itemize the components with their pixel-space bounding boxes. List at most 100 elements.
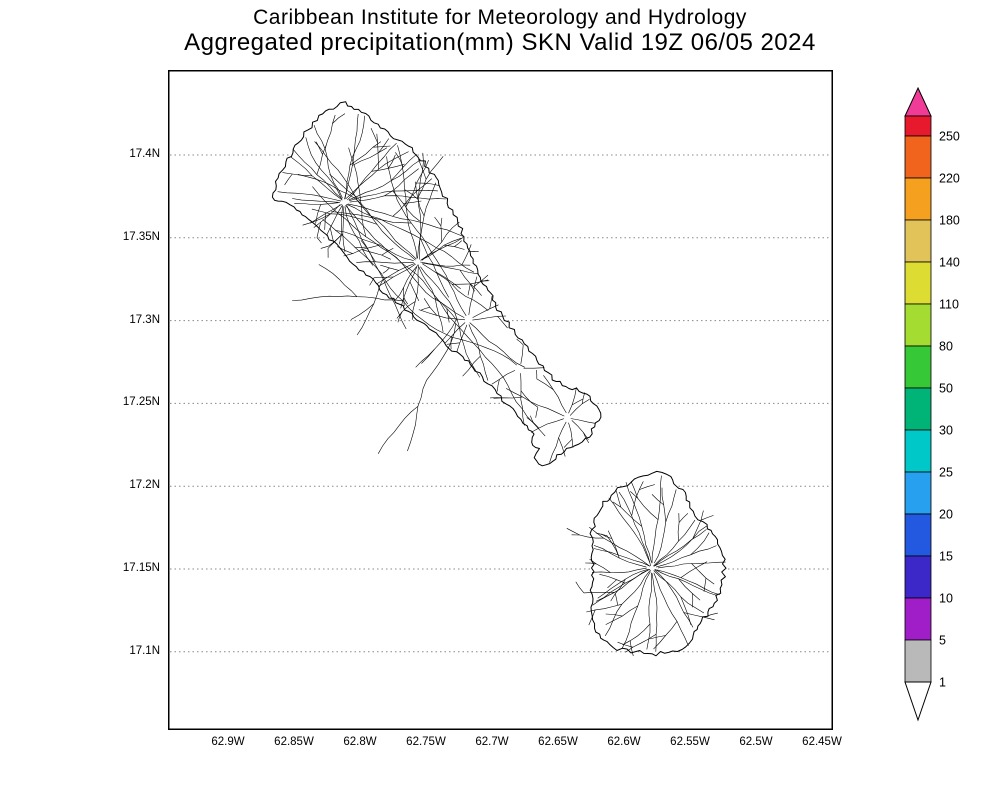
- colorbar: 250 220 180 140 110 80 50 30 25 20 15 10 5 1: [904, 86, 960, 722]
- stream-line: [653, 529, 707, 567]
- stream-line: [348, 189, 438, 202]
- stream-line: [292, 148, 343, 199]
- stream-line: [575, 581, 585, 594]
- stream-line: [639, 484, 655, 490]
- stream-line: [651, 494, 664, 506]
- colorbar-segment: [904, 387, 932, 431]
- stream-line: [419, 182, 437, 260]
- stream-line: [436, 271, 461, 289]
- stream-line: [618, 491, 651, 567]
- stream-line: [356, 261, 414, 264]
- stream-line: [418, 309, 466, 321]
- lon-label: 62.6W: [607, 736, 641, 748]
- stream-line: [653, 489, 677, 564]
- stream-line: [450, 336, 452, 350]
- stream-line: [593, 548, 651, 567]
- stream-line: [302, 213, 331, 226]
- lat-label: 17.35N: [122, 230, 160, 243]
- stream-line: [339, 205, 344, 245]
- colorbar-segment: [904, 303, 932, 347]
- colorbar-label: 1: [939, 676, 946, 690]
- stream-line: [290, 156, 342, 200]
- stream-line: [347, 203, 465, 238]
- stream-line: [332, 113, 346, 124]
- colorbar-label: 250: [939, 130, 960, 144]
- stream-line: [622, 623, 651, 646]
- stream-line: [407, 323, 456, 452]
- colorbar-segment: [904, 135, 932, 179]
- lon-label: 62.75W: [406, 736, 446, 748]
- stream-line: [704, 612, 718, 618]
- stream-line: [468, 324, 489, 381]
- stream-line: [392, 190, 420, 222]
- stream-line: [677, 513, 680, 542]
- stream-line: [549, 421, 567, 463]
- stream-line: [680, 561, 708, 578]
- stream-line: [649, 635, 666, 640]
- stream-line: [331, 211, 412, 224]
- stream-line: [418, 159, 427, 180]
- colorbar-label: 110: [939, 298, 959, 312]
- colorbar-arrow-bottom: [904, 681, 932, 722]
- stream-line: [607, 579, 617, 589]
- stream-line: [422, 262, 479, 275]
- stream-line: [420, 238, 449, 298]
- stream-line: [316, 237, 322, 244]
- colorbar-segment: [904, 555, 932, 599]
- stream-line: [617, 641, 633, 648]
- colorbar-segment: [904, 597, 932, 641]
- stream-line: [558, 437, 566, 457]
- stream-line: [329, 173, 361, 202]
- stream-line: [390, 153, 417, 182]
- stream-line: [454, 240, 462, 247]
- stream-line: [336, 246, 353, 254]
- stream-line: [396, 301, 416, 319]
- nevis-outline: [589, 470, 727, 657]
- stream-line: [343, 244, 380, 257]
- stream-line: [678, 513, 689, 523]
- stream-line: [599, 574, 626, 584]
- map-subtitle: Aggregated precipitation(mm) SKN Valid 1…: [184, 29, 816, 56]
- colorbar-label: 20: [939, 508, 953, 522]
- stream-line: [703, 578, 707, 592]
- stream-line: [472, 315, 507, 321]
- stream-line: [342, 206, 346, 253]
- stream-line: [563, 438, 573, 448]
- stream-line: [505, 388, 565, 417]
- stream-line: [446, 308, 450, 323]
- lon-label: 62.8W: [343, 736, 377, 748]
- stream-line: [651, 573, 658, 652]
- stream-line: [472, 304, 499, 318]
- stream-line: [615, 593, 618, 606]
- colorbar-label: 140: [939, 256, 960, 270]
- stream-line: [631, 481, 644, 516]
- stream-line: [566, 528, 580, 536]
- stream-line: [346, 203, 475, 273]
- stream-line: [570, 418, 596, 424]
- stream-line: [569, 399, 590, 416]
- stream-line: [497, 379, 500, 392]
- stream-line: [621, 571, 651, 649]
- stream-line: [700, 515, 714, 521]
- nevis-drainage: [566, 475, 726, 657]
- stream-line: [292, 295, 404, 302]
- stream-line: [376, 133, 379, 170]
- stream-line: [571, 420, 589, 440]
- stream-line: [384, 168, 419, 197]
- stream-line: [588, 609, 596, 626]
- stream-line: [653, 572, 689, 646]
- stream-line: [356, 278, 384, 336]
- stream-line: [690, 532, 710, 556]
- stream-line: [516, 338, 524, 346]
- lat-label: 17.2N: [129, 479, 160, 492]
- stream-line: [612, 501, 642, 527]
- stream-line: [411, 264, 419, 320]
- stream-line: [348, 159, 421, 201]
- lat-label: 17.4N: [129, 148, 160, 160]
- stream-line: [434, 216, 442, 227]
- stream-line: [415, 349, 435, 368]
- stream-line: [335, 230, 414, 261]
- stream-line: [571, 398, 584, 406]
- stream-line: [678, 578, 701, 601]
- stream-line: [604, 569, 651, 637]
